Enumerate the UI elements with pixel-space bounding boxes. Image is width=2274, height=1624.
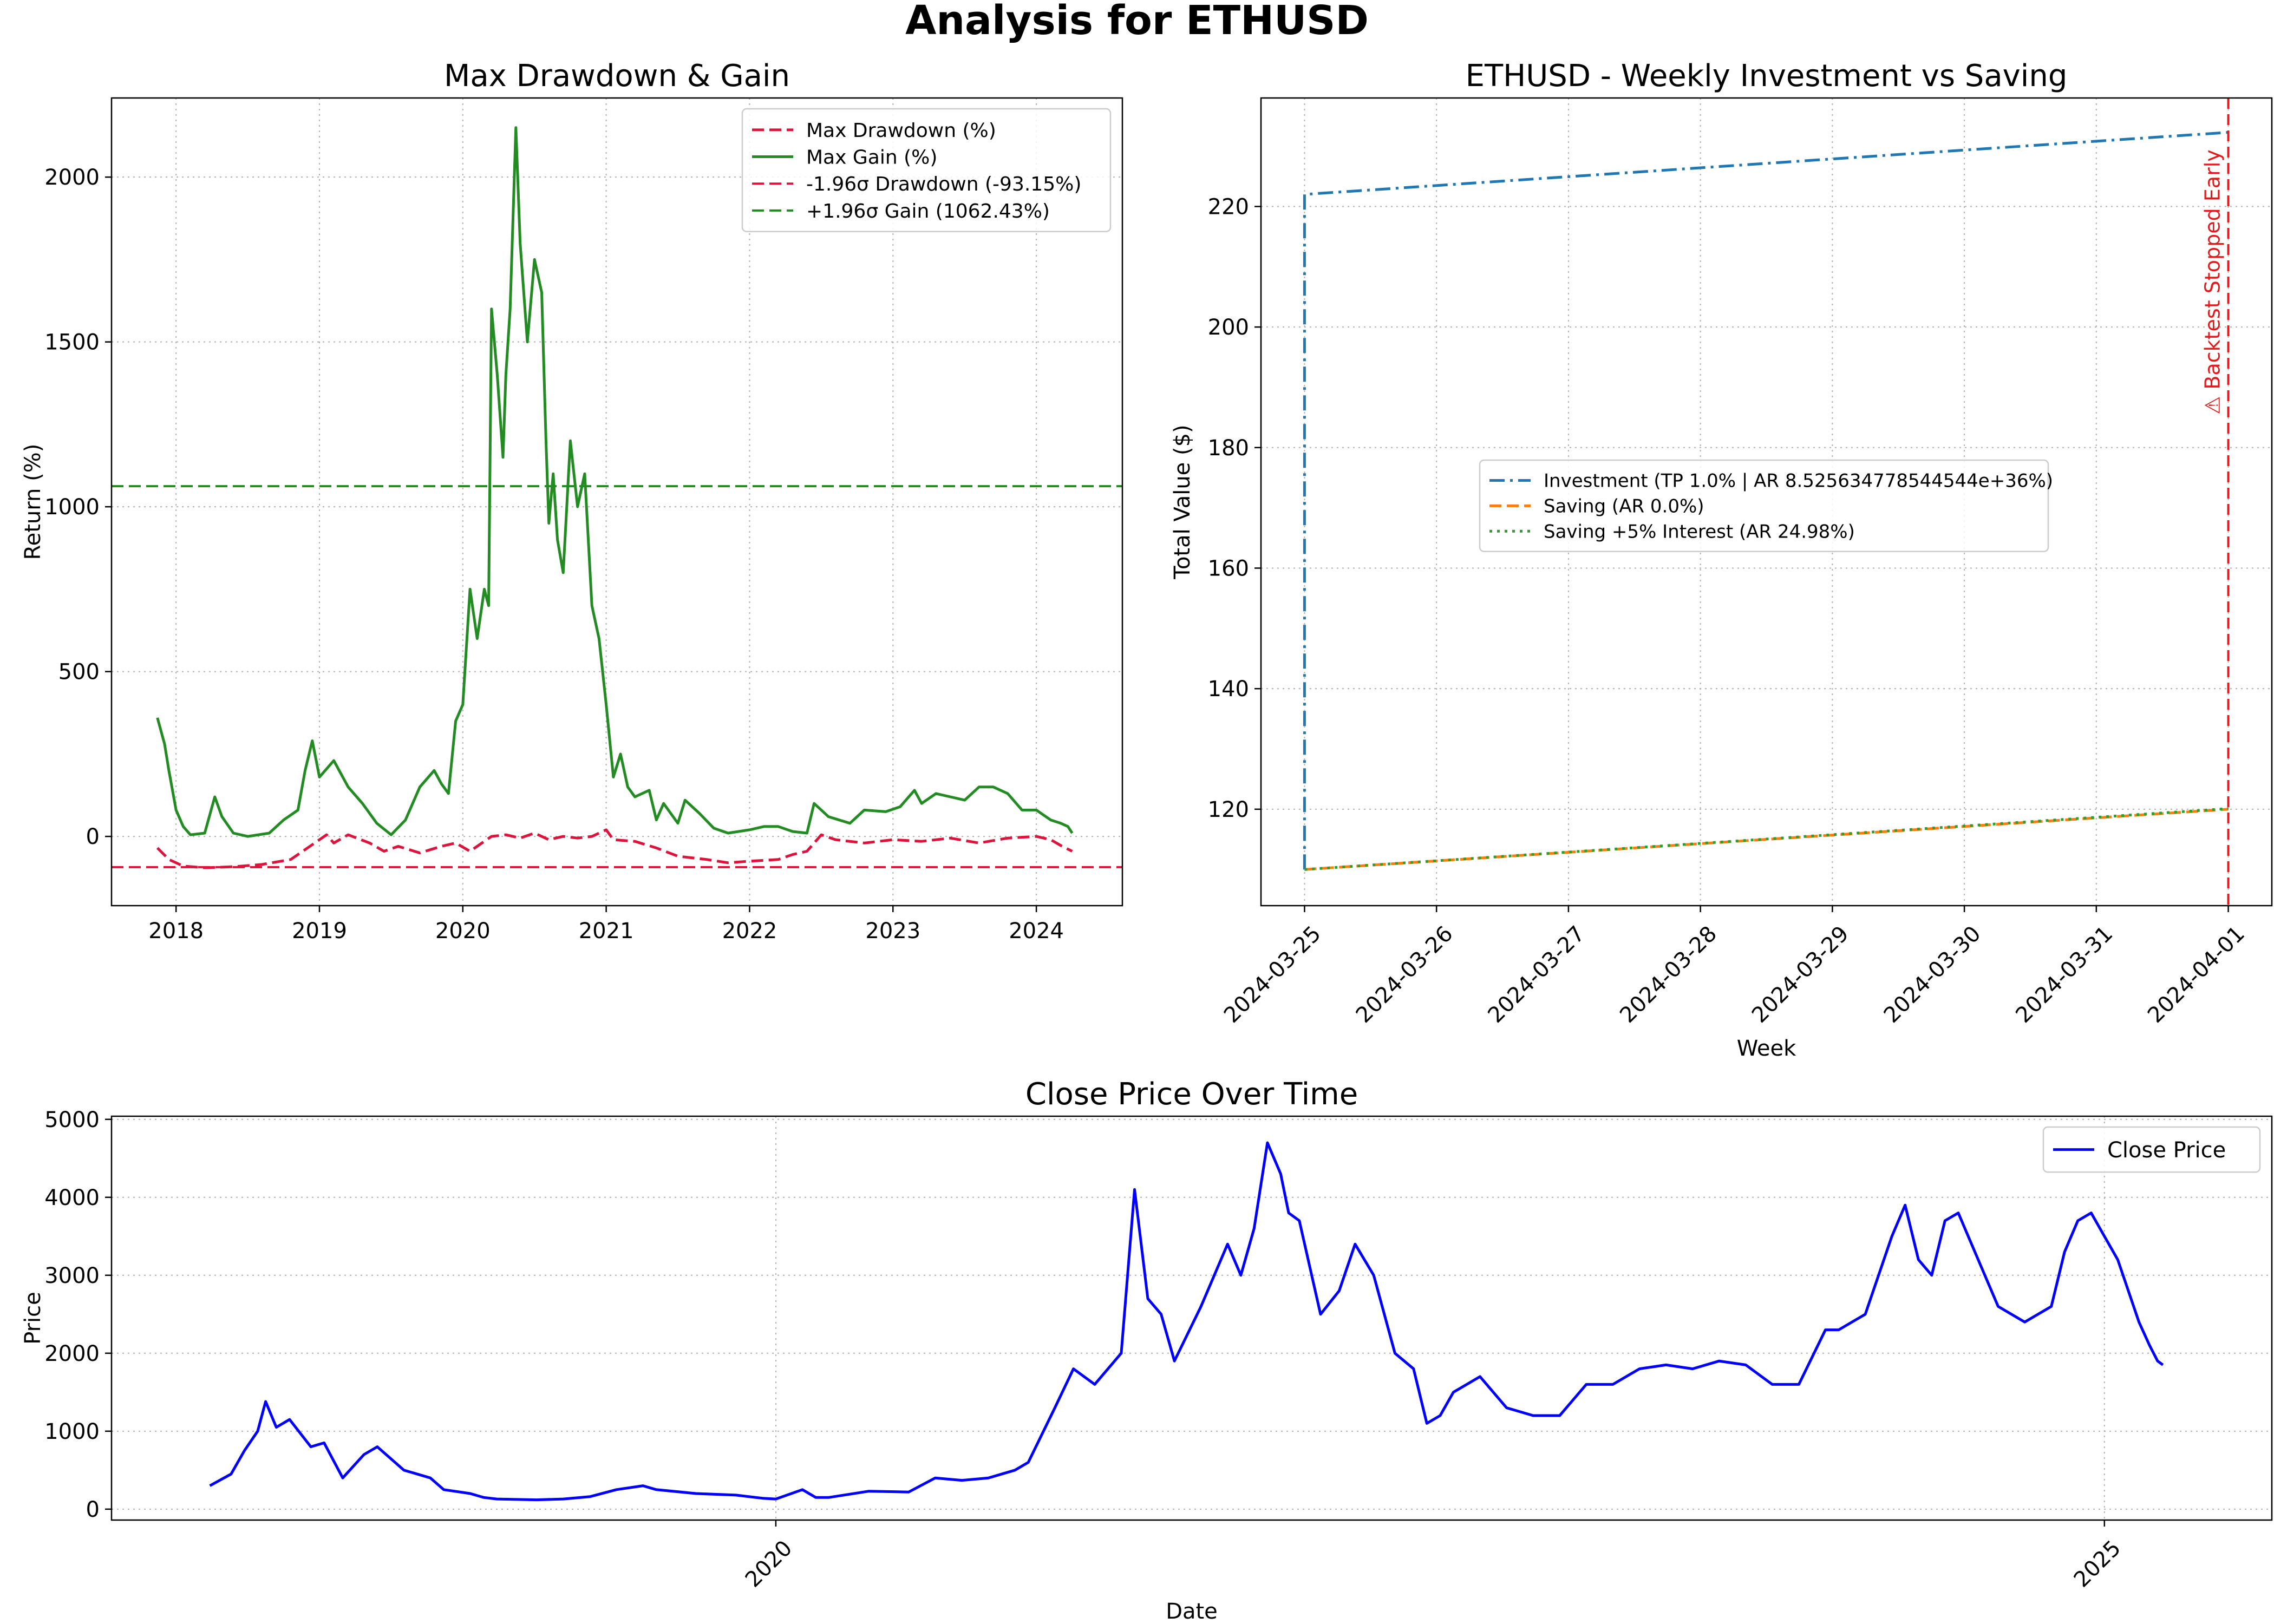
y-tick-label: 140 — [1208, 677, 1249, 702]
max-drawdown-gain-chart: 2018 2019 2020 2021 2022 2023 2024 0 500 1000 1500… — [21, 58, 1123, 944]
legend-label: Close Price — [2107, 1138, 2226, 1163]
x-tick-label: 2019 — [292, 919, 347, 944]
y-tick-label: 1000 — [44, 495, 100, 520]
x-tick-label: 2020 — [435, 919, 491, 944]
y-tick-label: 200 — [1208, 315, 1249, 340]
legend-label: Investment (TP 1.0% | AR 8.5256347785445… — [1544, 470, 2053, 492]
series-line-saving-5-interest-ar-24-98 — [1304, 807, 2229, 871]
legend-label: Saving +5% Interest (AR 24.98%) — [1544, 521, 1855, 543]
x-tick-label: 2024-03-29 — [1747, 921, 1854, 1028]
legend: Close Price — [2042, 1126, 2261, 1173]
legend: Investment (TP 1.0% | AR 8.5256347785445… — [1479, 459, 2053, 553]
chart-title: ETHUSD - Weekly Investment vs Saving — [1466, 58, 2068, 94]
x-tick-label: 2021 — [579, 919, 634, 944]
chart-title: Close Price Over Time — [1025, 1077, 1358, 1112]
legend-box — [741, 108, 1112, 232]
x-tick-label: 2024-03-26 — [1351, 921, 1458, 1028]
series-line-max-drawdown — [156, 828, 1073, 869]
y-tick-label: 2000 — [44, 165, 100, 190]
plot-area — [112, 98, 1122, 906]
y-tick-label: 220 — [1208, 194, 1249, 219]
x-tick-label: 2024-03-31 — [2011, 921, 2118, 1028]
y-axis-label: Price — [21, 1292, 45, 1345]
y-tick-label: 3000 — [44, 1263, 100, 1288]
grid-lines — [1261, 98, 2272, 906]
y-tick-label: 1500 — [44, 330, 100, 355]
x-tick-label: 2018 — [148, 919, 204, 944]
y-tick-label: 4000 — [44, 1186, 100, 1210]
x-tick-label: 2025 — [2069, 1536, 2126, 1593]
chart-title: Max Drawdown & Gain — [444, 58, 790, 94]
y-tick-label: 2000 — [44, 1341, 100, 1366]
y-tick-label: 1000 — [44, 1419, 100, 1444]
y-tick-label: 5000 — [44, 1108, 100, 1132]
legend-label: Max Drawdown (%) — [806, 120, 996, 142]
x-tick-label: 2024-03-28 — [1615, 921, 1722, 1028]
x-axis-label: Date — [1166, 1599, 1218, 1624]
plot-frame — [110, 1115, 2273, 1521]
series-line-close-price — [209, 1141, 2164, 1502]
series-line-max-gain — [156, 126, 1074, 838]
backtest-stop-label: ⚠ Backtest Stopped Early — [2201, 149, 2225, 415]
series-line-saving-ar-0-0 — [1304, 808, 2229, 871]
legend-label: Saving (AR 0.0%) — [1544, 496, 1704, 518]
series-line-investment-tp-1-0-ar-8-525634778544544e-36 — [1303, 131, 2229, 870]
grid-lines — [112, 98, 1122, 906]
figure-title: Analysis for ETHUSD — [905, 0, 1369, 44]
y-tick-label: 500 — [58, 660, 100, 685]
y-tick-label: 0 — [86, 824, 100, 849]
legend-box — [2042, 1126, 2261, 1173]
y-tick-label: 120 — [1208, 797, 1249, 822]
y-tick-label: 0 — [86, 1497, 100, 1522]
y-axis-label: Return (%) — [21, 444, 45, 560]
plot-area — [112, 1116, 2272, 1520]
legend-label: +1.96σ Gain (1062.43%) — [806, 200, 1050, 222]
x-tick-label: 2024-03-30 — [1879, 921, 1986, 1028]
x-tick-label: 2024-03-27 — [1483, 921, 1590, 1028]
grid-lines — [112, 1116, 2272, 1520]
y-tick-label: 180 — [1208, 436, 1249, 461]
x-tick-label: 2020 — [741, 1536, 798, 1593]
y-axis-label: Total Value ($) — [1170, 424, 1195, 579]
legend-label: Max Gain (%) — [806, 146, 937, 168]
x-axis-label: Week — [1737, 1036, 1796, 1061]
close-price-chart: 2020 2025 0 1000 2000 3000 4000 5000 Close Price… — [21, 1077, 2273, 1624]
legend-label: -1.96σ Drawdown (-93.15%) — [806, 173, 1081, 195]
plot-frame — [1260, 97, 2273, 907]
x-tick-label: 2023 — [865, 919, 920, 944]
x-tick-label: 2022 — [722, 919, 777, 944]
x-tick-label: 2024-03-25 — [1219, 921, 1326, 1028]
legend-box — [1479, 459, 2049, 553]
legend: Max Drawdown (%) Max Gain (%) -1.96σ Drawd… — [741, 108, 1112, 232]
x-tick-label: 2024 — [1009, 919, 1064, 944]
x-tick-label: 2024-04-01 — [2143, 921, 2250, 1028]
y-tick-label: 160 — [1208, 556, 1249, 581]
plot-frame — [110, 97, 1123, 907]
